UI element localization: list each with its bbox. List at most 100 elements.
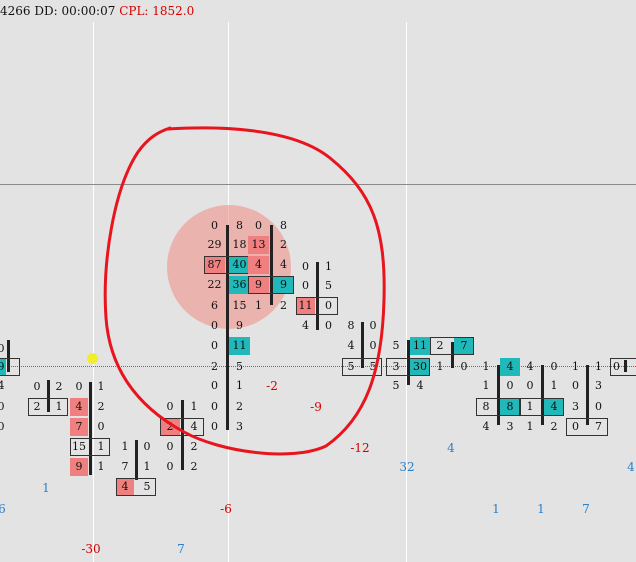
- bid-volume-cell: 5: [347, 360, 355, 373]
- duration-readout: 4266 DD: 00:00:07: [0, 4, 116, 18]
- bid-volume-cell: 0: [572, 379, 579, 392]
- ask-volume-cell: 18: [232, 238, 247, 251]
- ask-volume-cell: 0: [325, 299, 332, 312]
- bid-volume-cell: 7: [121, 460, 129, 473]
- ask-volume-cell: 0: [595, 400, 602, 413]
- ask-volume-cell: 1: [236, 379, 243, 392]
- bid-volume-cell: 0: [0, 400, 5, 413]
- bid-volume-cell: 0: [613, 360, 620, 373]
- bid-volume-cell: 29: [207, 238, 222, 251]
- bid-volume-cell: 7: [70, 418, 88, 436]
- ask-volume-cell: 3: [506, 420, 514, 433]
- ask-volume-cell: 40: [229, 256, 250, 274]
- current-price-line: [0, 366, 636, 367]
- price-marker-dot[interactable]: [87, 353, 98, 364]
- bid-volume-cell: 0: [572, 420, 579, 433]
- delta-value: -6: [220, 502, 232, 516]
- bid-volume-cell: 0: [211, 219, 218, 232]
- ask-volume-cell: 1: [97, 440, 105, 453]
- candle-wick: [407, 340, 410, 385]
- bid-volume-cell: 11: [296, 297, 315, 315]
- candle-wick: [270, 225, 273, 305]
- ask-volume-cell: 1: [55, 400, 63, 413]
- ask-volume-cell: 4: [280, 258, 287, 271]
- ask-volume-cell: 0: [325, 319, 332, 332]
- bid-volume-cell: 0: [211, 400, 218, 413]
- ask-volume-cell: 2: [280, 238, 287, 251]
- ask-volume-cell: 2: [280, 299, 287, 312]
- bid-volume-cell: 0: [166, 460, 174, 473]
- poc-box: [476, 398, 520, 416]
- red-circle-annotation: [103, 126, 386, 456]
- ask-volume-cell: 1: [143, 460, 151, 473]
- ask-volume-cell: 15: [232, 299, 247, 312]
- bid-volume-cell: 4: [482, 420, 490, 433]
- bid-volume-cell: 5: [392, 379, 400, 392]
- bid-volume-cell: 15: [72, 440, 86, 453]
- bid-volume-cell: 2: [436, 339, 444, 352]
- poc-box: [160, 418, 204, 436]
- delta-value: 6: [0, 502, 6, 516]
- delta-value: 32: [399, 460, 415, 474]
- ask-volume-cell: 2: [190, 440, 198, 453]
- delta-value: 7: [177, 542, 185, 556]
- ask-volume-cell: 3: [236, 420, 243, 433]
- ask-volume-cell: 1: [190, 400, 198, 413]
- bid-volume-cell: 3: [572, 400, 579, 413]
- bid-volume-cell: 0: [0, 420, 5, 433]
- bid-volume-cell: 4: [302, 319, 309, 332]
- ask-volume-cell: 2: [55, 380, 63, 393]
- delta-value: 1: [537, 502, 545, 516]
- ask-volume-cell: 1: [97, 460, 105, 473]
- bid-volume-cell: 4: [248, 256, 269, 274]
- bid-volume-cell: 0: [302, 279, 309, 292]
- poc-box: [520, 398, 564, 416]
- bid-volume-cell: 0: [0, 342, 5, 355]
- candle-wick: [361, 322, 364, 368]
- ask-volume-cell: 2: [550, 420, 558, 433]
- candle-wick: [586, 365, 589, 425]
- ask-volume-cell: 4: [190, 420, 198, 433]
- status-header: 4266 DD: 00:00:07 CPL: 1852.0: [0, 0, 194, 22]
- ask-volume-cell: 4: [544, 398, 564, 416]
- time-gridline: [93, 22, 94, 562]
- bid-volume-cell: 0: [255, 219, 262, 232]
- candle-wick: [316, 262, 319, 330]
- poc-box: [386, 358, 430, 376]
- candle-wick: [451, 342, 454, 368]
- ask-volume-cell: 1: [325, 260, 332, 273]
- bid-volume-cell: 5: [392, 339, 400, 352]
- bid-volume-cell: 4: [116, 478, 134, 496]
- bid-volume-cell: 1: [121, 440, 129, 453]
- ask-volume-cell: 36: [229, 276, 250, 294]
- bid-volume-cell: 0: [526, 379, 534, 392]
- ask-volume-cell: 0: [460, 360, 468, 373]
- poc-box: [566, 418, 608, 436]
- time-gridline: [406, 22, 407, 562]
- delta-value: -30: [81, 542, 101, 556]
- ask-volume-cell: 0: [550, 360, 558, 373]
- cpl-readout: CPL: 1852.0: [119, 4, 195, 18]
- ask-volume-cell: 2: [236, 400, 243, 413]
- bid-volume-cell: 8: [482, 400, 490, 413]
- delta-value: 7: [582, 502, 590, 516]
- candle-wick: [47, 380, 50, 412]
- bid-volume-cell: 1: [526, 420, 534, 433]
- bid-volume-cell: 13: [248, 236, 269, 254]
- candle-wick: [226, 225, 229, 430]
- poc-box: [430, 337, 474, 355]
- ask-volume-cell: 11: [229, 337, 250, 355]
- bid-volume-cell: 0: [211, 319, 218, 332]
- candle-wick: [497, 365, 500, 425]
- bid-volume-cell: 2: [211, 360, 218, 373]
- bid-volume-cell: 1: [482, 379, 490, 392]
- bid-volume-cell: 0: [302, 260, 309, 273]
- bid-volume-cell: 4: [0, 379, 5, 392]
- bid-volume-cell: 4: [70, 398, 88, 416]
- ask-volume-cell: 9: [236, 319, 243, 332]
- bid-volume-cell: 0: [166, 400, 174, 413]
- bid-volume-cell: 0: [33, 380, 41, 393]
- ask-volume-cell: 5: [236, 360, 243, 373]
